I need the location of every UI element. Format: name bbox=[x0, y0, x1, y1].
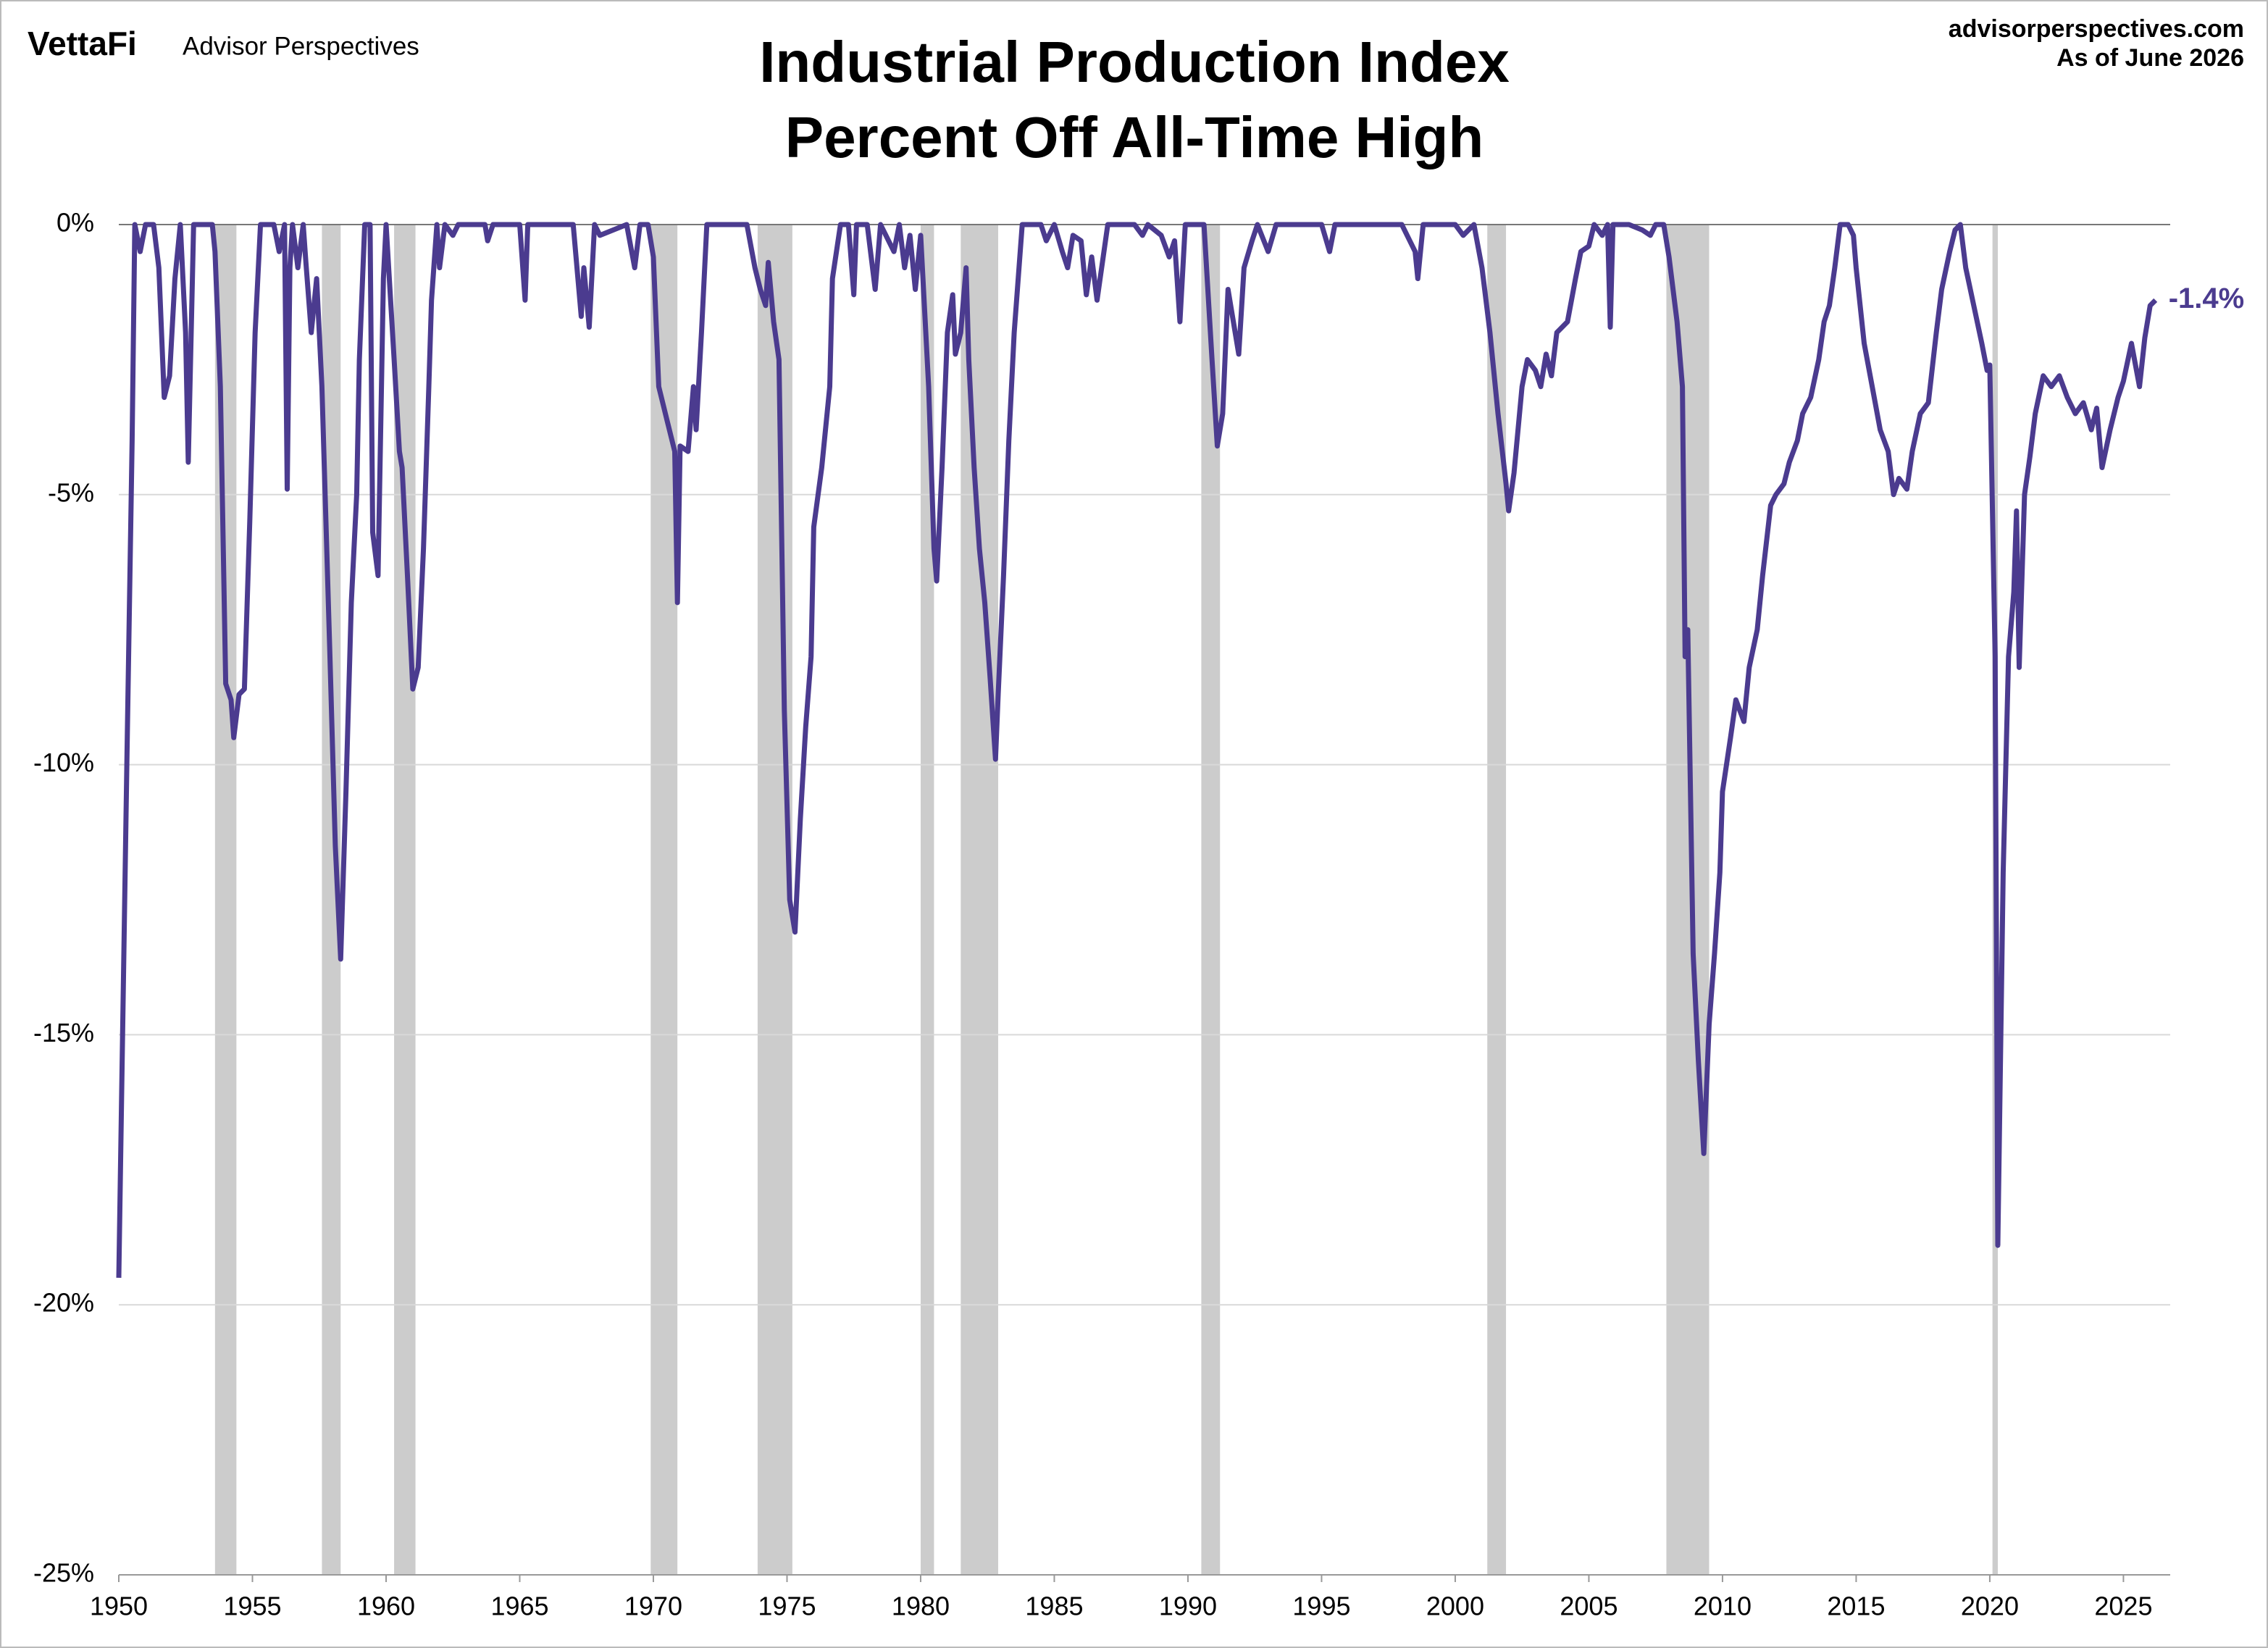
recession-band bbox=[757, 225, 792, 1575]
x-tick-label: 2005 bbox=[1560, 1591, 1618, 1621]
x-tick-label: 2025 bbox=[2094, 1591, 2152, 1621]
chart-title: Industrial Production Index bbox=[759, 30, 1510, 94]
last-value-label: -1.4% bbox=[2169, 283, 2245, 314]
x-tick-label: 1975 bbox=[758, 1591, 816, 1621]
x-tick-label: 1985 bbox=[1025, 1591, 1083, 1621]
y-tick-label: 0% bbox=[57, 208, 94, 238]
y-tick-label: -15% bbox=[33, 1018, 94, 1047]
x-tick-label: 1995 bbox=[1292, 1591, 1350, 1621]
x-tick-label: 1990 bbox=[1159, 1591, 1217, 1621]
x-tick-label: 1950 bbox=[90, 1591, 148, 1621]
brand-logo: VettaFi bbox=[28, 25, 137, 62]
recession-band bbox=[1201, 225, 1221, 1575]
x-tick-label: 2015 bbox=[1827, 1591, 1885, 1621]
date-note: As of June 2026 bbox=[2056, 44, 2244, 72]
data-line bbox=[116, 222, 2158, 1278]
x-tick-label: 1970 bbox=[624, 1591, 682, 1621]
chart-subtitle: Percent Off All-Time High bbox=[785, 105, 1484, 170]
y-tick-label: -20% bbox=[33, 1288, 94, 1318]
recession-band bbox=[1666, 225, 1710, 1575]
y-tick-label: -25% bbox=[33, 1558, 94, 1588]
recession-band bbox=[920, 225, 934, 1575]
x-tick-label: 1955 bbox=[223, 1591, 281, 1621]
x-tick-label: 2010 bbox=[1694, 1591, 1752, 1621]
recession-band bbox=[961, 225, 998, 1575]
x-tick-label: 1960 bbox=[357, 1591, 415, 1621]
x-tick-label: 2000 bbox=[1426, 1591, 1484, 1621]
y-tick-label: -5% bbox=[48, 477, 94, 507]
x-tick-label: 1965 bbox=[490, 1591, 548, 1621]
brand-subtitle: Advisor Perspectives bbox=[183, 32, 419, 60]
x-tick-label: 2020 bbox=[1961, 1591, 2019, 1621]
y-tick-label: -10% bbox=[33, 748, 94, 777]
recession-band bbox=[214, 225, 237, 1575]
x-tick-label: 1980 bbox=[892, 1591, 950, 1621]
source: advisorperspectives.com bbox=[1949, 15, 2244, 43]
recession-band bbox=[1487, 225, 1507, 1575]
recession-band bbox=[650, 225, 678, 1575]
